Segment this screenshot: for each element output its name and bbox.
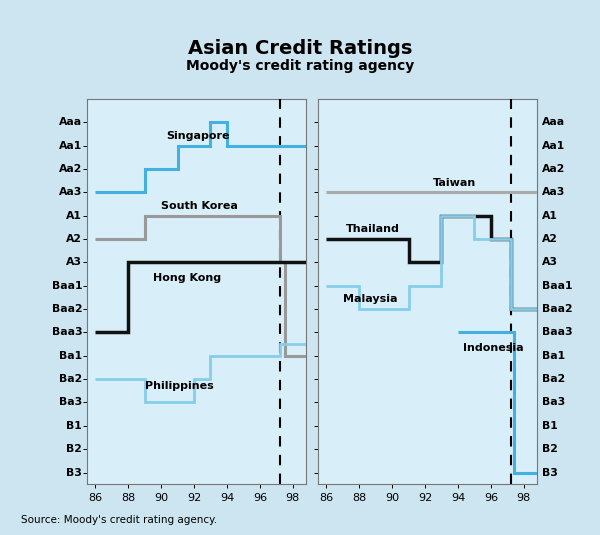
Text: B3: B3 [542, 468, 557, 478]
Text: B2: B2 [542, 444, 557, 454]
Text: Ba3: Ba3 [542, 398, 565, 408]
Text: Aaa: Aaa [59, 117, 82, 127]
Text: Baa2: Baa2 [52, 304, 82, 314]
Text: Source: Moody's credit rating agency.: Source: Moody's credit rating agency. [21, 515, 217, 525]
Text: Ba2: Ba2 [59, 374, 82, 384]
Text: Ba1: Ba1 [542, 351, 565, 361]
Text: South Korea: South Korea [161, 201, 238, 211]
Text: Aa1: Aa1 [542, 141, 565, 151]
Text: Baa1: Baa1 [52, 281, 82, 291]
Text: Singapore: Singapore [166, 131, 230, 141]
Text: A2: A2 [542, 234, 558, 244]
Text: Aa2: Aa2 [542, 164, 565, 174]
Text: Aa1: Aa1 [59, 141, 82, 151]
Text: Hong Kong: Hong Kong [153, 273, 221, 284]
Text: Indonesia: Indonesia [463, 343, 524, 354]
Text: A3: A3 [542, 257, 558, 268]
Text: Aa3: Aa3 [542, 187, 565, 197]
Text: Aaa: Aaa [542, 117, 565, 127]
Text: B2: B2 [67, 444, 82, 454]
Text: B1: B1 [542, 421, 557, 431]
Text: Ba1: Ba1 [59, 351, 82, 361]
Text: Aa2: Aa2 [59, 164, 82, 174]
Text: Baa1: Baa1 [542, 281, 572, 291]
Text: Malaysia: Malaysia [343, 294, 397, 304]
Text: A1: A1 [542, 211, 557, 221]
Text: A3: A3 [66, 257, 82, 268]
Text: Baa3: Baa3 [542, 327, 572, 338]
Text: Thailand: Thailand [346, 224, 400, 234]
Text: Ba3: Ba3 [59, 398, 82, 408]
Text: A1: A1 [67, 211, 82, 221]
Text: Philippines: Philippines [145, 381, 214, 391]
Text: Baa3: Baa3 [52, 327, 82, 338]
Text: Aa3: Aa3 [59, 187, 82, 197]
Text: B1: B1 [67, 421, 82, 431]
Text: A2: A2 [66, 234, 82, 244]
Text: Baa2: Baa2 [542, 304, 572, 314]
Text: Taiwan: Taiwan [433, 178, 476, 188]
Text: B3: B3 [67, 468, 82, 478]
Text: Moody's credit rating agency: Moody's credit rating agency [186, 59, 414, 73]
Text: Asian Credit Ratings: Asian Credit Ratings [188, 39, 412, 58]
Text: Ba2: Ba2 [542, 374, 565, 384]
